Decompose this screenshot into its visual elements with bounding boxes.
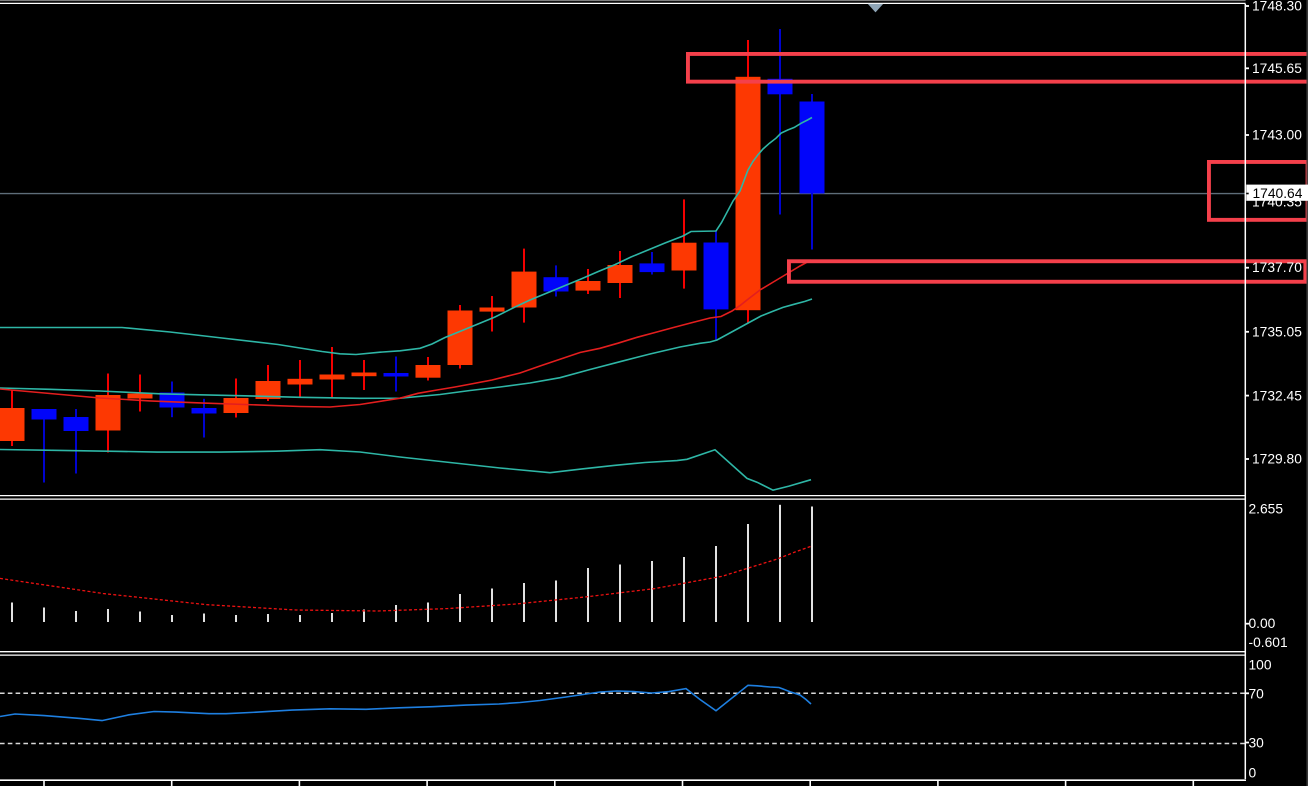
svg-text:1732.45: 1732.45 [1252,388,1302,403]
svg-text:0.00: 0.00 [1249,616,1276,631]
svg-text:1737.70: 1737.70 [1252,260,1302,275]
svg-text:1735.05: 1735.05 [1252,324,1302,339]
svg-text:-0.601: -0.601 [1249,635,1288,650]
svg-text:1745.65: 1745.65 [1252,61,1302,76]
svg-text:1740.64: 1740.64 [1253,186,1303,201]
svg-text:2.655: 2.655 [1249,501,1284,516]
svg-text:30: 30 [1249,735,1265,750]
svg-text:1748.30: 1748.30 [1252,0,1302,13]
svg-text:0: 0 [1249,765,1257,780]
svg-text:1743.00: 1743.00 [1252,128,1302,143]
svg-text:1729.80: 1729.80 [1252,452,1302,467]
svg-text:70: 70 [1249,687,1265,702]
svg-text:100: 100 [1249,658,1272,673]
